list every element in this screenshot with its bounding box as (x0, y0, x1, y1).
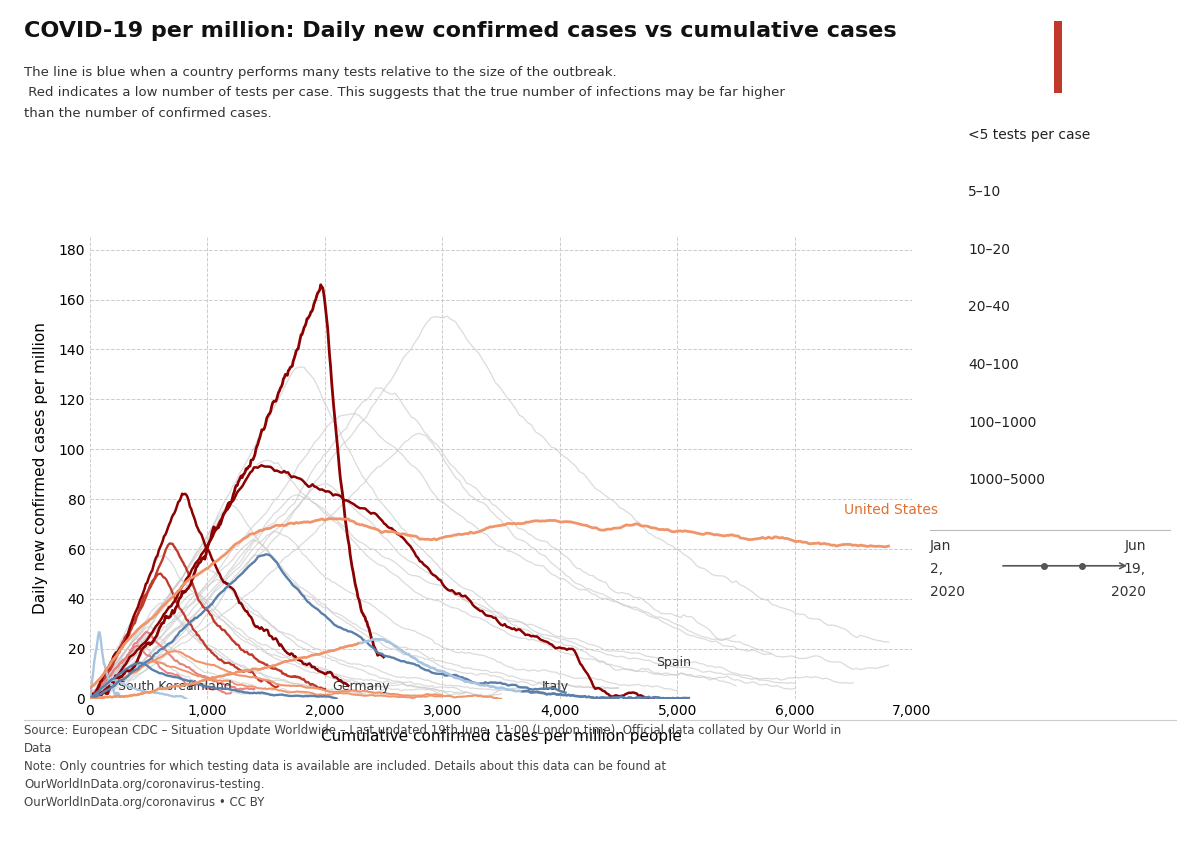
Text: 10–20: 10–20 (968, 243, 1010, 257)
Text: Red indicates a low number of tests per case. This suggests that the true number: Red indicates a low number of tests per … (24, 86, 785, 99)
Text: Jun: Jun (1124, 539, 1146, 553)
Text: Our World: Our World (1084, 42, 1147, 53)
Text: Spain: Spain (656, 656, 691, 669)
Text: Germany: Germany (332, 679, 390, 693)
Text: 2020: 2020 (930, 585, 965, 600)
Text: Finland: Finland (187, 679, 233, 693)
Text: in Data: in Data (1093, 67, 1138, 76)
Text: than the number of confirmed cases.: than the number of confirmed cases. (24, 107, 271, 119)
Text: 2020: 2020 (1111, 585, 1146, 600)
Text: COVID-19 per million: Daily new confirmed cases vs cumulative cases: COVID-19 per million: Daily new confirme… (24, 21, 896, 42)
Text: 5–10: 5–10 (968, 185, 1002, 199)
Text: 40–100: 40–100 (968, 358, 1019, 372)
Text: Jan: Jan (930, 539, 952, 553)
Text: Source: European CDC – Situation Update Worldwide – Last updated 19th June, 11:0: Source: European CDC – Situation Update … (24, 724, 841, 809)
Text: 2,: 2, (930, 562, 943, 577)
Bar (1054, 21, 1062, 93)
Text: South Korea: South Korea (118, 679, 194, 693)
X-axis label: Cumulative confirmed cases per million people: Cumulative confirmed cases per million p… (320, 728, 682, 744)
Text: The line is blue when a country performs many tests relative to the size of the : The line is blue when a country performs… (24, 66, 617, 79)
Text: <5 tests per case: <5 tests per case (968, 128, 1091, 141)
Text: 100–1000: 100–1000 (968, 416, 1037, 429)
Text: United States: United States (844, 502, 938, 517)
Y-axis label: Daily new confirmed cases per million: Daily new confirmed cases per million (32, 322, 48, 614)
Text: 1000–5000: 1000–5000 (968, 473, 1045, 487)
Text: 20–40: 20–40 (968, 301, 1010, 314)
Text: 19,: 19, (1124, 562, 1146, 577)
Text: Italy: Italy (542, 679, 569, 693)
